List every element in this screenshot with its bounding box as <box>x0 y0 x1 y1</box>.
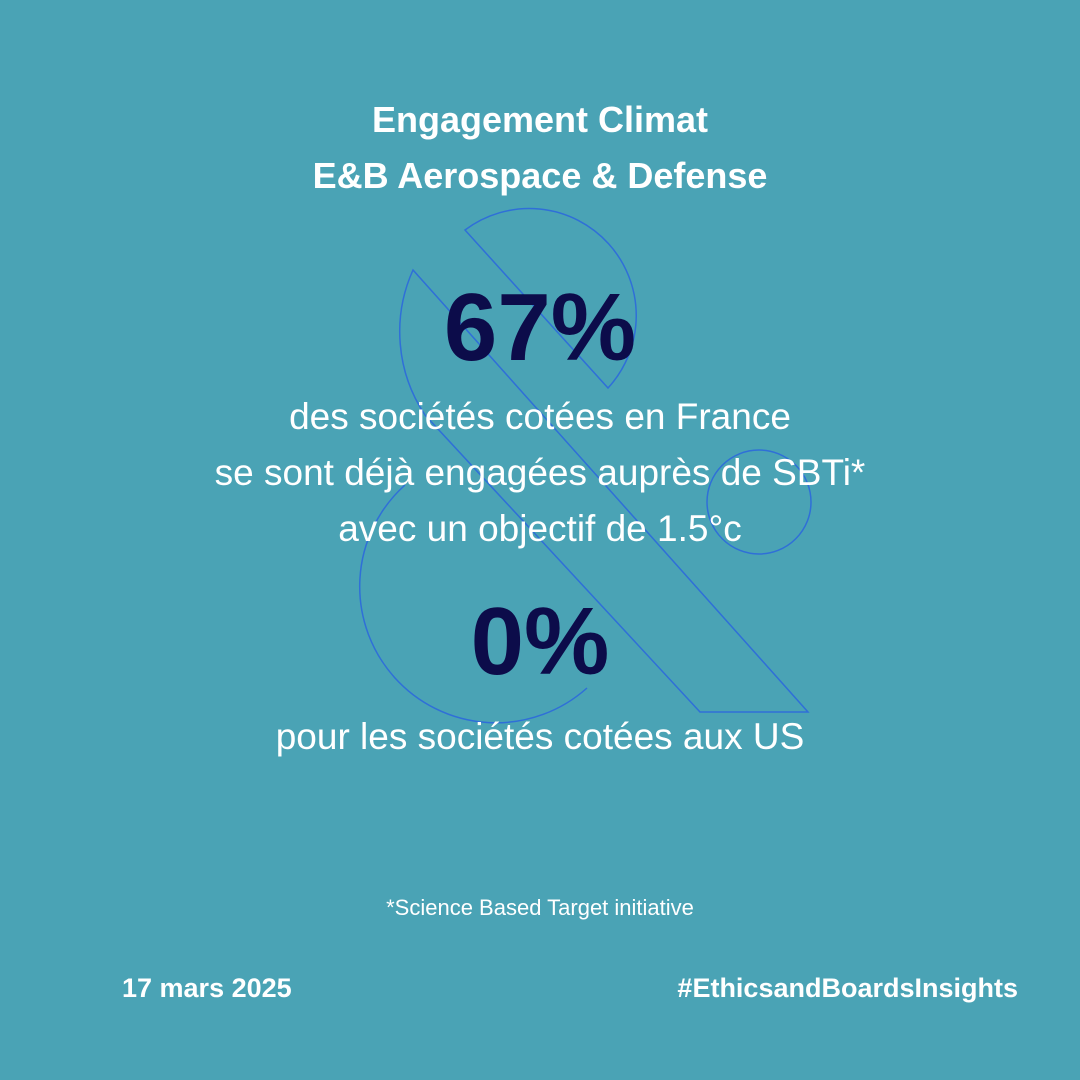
stat-figure: 0% <box>470 588 610 695</box>
stat-description: avec un objectif de 1.5°c <box>338 508 742 549</box>
stat-description: pour les sociétés cotées aux US <box>275 716 805 757</box>
stat-description: se sont déjà engagées auprès de SBTi* <box>214 452 866 493</box>
title-line: E&B Aerospace & Defense <box>312 155 768 196</box>
date: 17 mars 2025 <box>122 973 292 1003</box>
stat-description: des sociétés cotées en France <box>289 396 791 437</box>
stat-figure: 67% <box>443 274 637 381</box>
hashtag: #EthicsandBoardsInsights <box>677 973 1018 1003</box>
title-line: Engagement Climat <box>371 99 709 140</box>
footnote: *Science Based Target initiative <box>386 895 694 920</box>
